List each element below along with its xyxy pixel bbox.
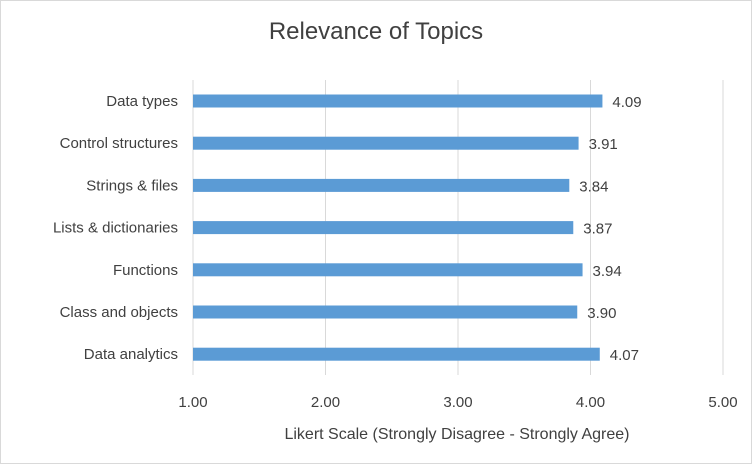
data-label: 4.09 [612,94,641,111]
bar-3 [193,221,574,235]
category-label: Data analytics [84,346,178,363]
data-label: 3.90 [587,305,616,322]
x-tick-label: 1.00 [178,394,207,411]
category-label: Strings & files [86,177,178,194]
category-label: Data types [106,93,178,110]
x-tick-label: 5.00 [708,394,737,411]
category-label: Functions [113,262,178,279]
bar-6 [193,347,600,361]
bar-4 [193,263,583,277]
data-label: 3.87 [583,221,612,238]
x-tick-label: 3.00 [443,394,472,411]
bar-1 [193,136,579,150]
x-tick-label: 4.00 [576,394,605,411]
category-label: Class and objects [60,304,178,321]
bar-0 [193,94,603,108]
bar-5 [193,305,578,319]
chart-title: Relevance of Topics [268,18,484,45]
bar-2 [193,178,570,192]
data-label: 3.94 [593,263,622,280]
data-label: 3.91 [589,136,618,153]
x-axis-title: Likert Scale (Strongly Disagree - Strong… [284,426,629,443]
x-tick-label: 2.00 [311,394,340,411]
data-label: 3.84 [579,178,608,195]
category-label: Control structures [60,135,178,152]
category-label: Lists & dictionaries [53,220,178,237]
data-label: 4.07 [610,347,639,364]
